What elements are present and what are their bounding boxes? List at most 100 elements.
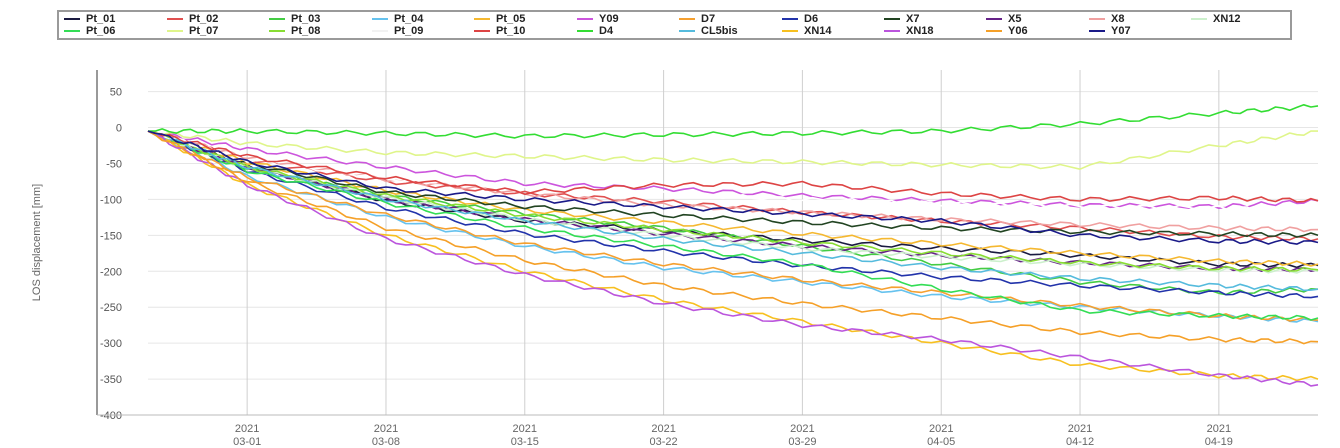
x-tick-date: 03-01: [233, 436, 261, 448]
y-tick-label: -50: [106, 158, 122, 170]
legend-item: Pt_04: [372, 13, 423, 25]
legend-label: X8: [1111, 13, 1125, 25]
legend-item: Pt_03: [269, 13, 320, 25]
legend-label: Pt_08: [291, 25, 321, 37]
y-tick-label: -400: [100, 410, 122, 422]
legend-label: Pt_10: [496, 25, 526, 37]
x-tick-year: 2021: [1068, 423, 1092, 435]
legend-swatch: [884, 30, 900, 32]
legend-item: Y06: [986, 25, 1028, 37]
series-line-pt_01: [147, 130, 1319, 269]
legend-label: Pt_03: [291, 13, 321, 25]
x-tick-year: 2021: [651, 423, 675, 435]
legend-item: X7: [884, 13, 919, 25]
legend-item: CL5bis: [679, 25, 738, 37]
x-tick-year: 2021: [790, 423, 814, 435]
legend-label: D7: [701, 13, 716, 25]
legend: Pt_01 Pt_02 Pt_03 Pt_04 Pt_05 Y09 D7 D6 X7 X5 X8 XN…: [57, 10, 1292, 40]
legend-swatch: [679, 30, 695, 32]
legend-label: XN14: [804, 25, 832, 37]
legend-label: X7: [906, 13, 920, 25]
series-line-pt_08: [147, 130, 1319, 272]
legend-swatch: [1089, 18, 1105, 20]
x-tick-date: 04-19: [1205, 436, 1233, 448]
legend-item: XN14: [782, 25, 832, 37]
y-tick-label: -250: [100, 302, 122, 314]
series-line-d7: [147, 130, 1319, 322]
legend-item: Pt_07: [167, 25, 218, 37]
legend-swatch: [679, 18, 695, 20]
x-tick-date: 04-12: [1066, 436, 1094, 448]
legend-swatch: [269, 30, 285, 32]
x-tick-year: 2021: [929, 423, 953, 435]
legend-label: Pt_02: [189, 13, 219, 25]
legend-item: Pt_06: [64, 25, 115, 37]
legend-item: D7: [679, 13, 715, 25]
y-tick-label: -350: [100, 374, 122, 386]
legend-swatch: [1191, 18, 1207, 20]
x-tick-date: 03-29: [788, 436, 816, 448]
legend-swatch: [577, 18, 593, 20]
legend-label: D4: [599, 25, 614, 37]
legend-swatch: [986, 30, 1002, 32]
series-line-d4: [148, 104, 1319, 139]
series-line-pt_03: [147, 130, 1319, 296]
series-line-x7: [147, 130, 1319, 238]
y-axis-label: LOS displacement [mm]: [31, 184, 43, 301]
legend-swatch: [884, 18, 900, 20]
legend-label: Y09: [599, 13, 619, 25]
x-tick-year: 2021: [235, 423, 259, 435]
legend-item: Pt_10: [474, 25, 525, 37]
series-line-y07: [147, 130, 1319, 245]
series-line-pt_05: [147, 130, 1319, 267]
legend-label: XN18: [906, 25, 934, 37]
x-tick-year: 2021: [374, 423, 398, 435]
series-line-pt_06: [147, 130, 1319, 321]
series-line-xn14: [147, 130, 1319, 382]
legend-swatch: [782, 18, 798, 20]
legend-swatch: [474, 18, 490, 20]
series-line-xn18: [147, 130, 1319, 387]
legend-swatch: [64, 30, 80, 32]
legend-label: XN12: [1213, 13, 1241, 25]
legend-label: Pt_07: [189, 25, 219, 37]
series-line-cl5bis: [147, 130, 1319, 292]
legend-item: D6: [782, 13, 818, 25]
y-tick-label: -150: [100, 230, 122, 242]
legend-item: XN18: [884, 25, 934, 37]
legend-swatch: [1089, 30, 1105, 32]
legend-label: Pt_01: [86, 13, 116, 25]
legend-swatch: [167, 30, 183, 32]
legend-item: Y09: [577, 13, 619, 25]
legend-item: XN12: [1191, 13, 1241, 25]
y-tick-label: -100: [100, 194, 122, 206]
legend-swatch: [64, 18, 80, 20]
x-tick-year: 2021: [1207, 423, 1231, 435]
legend-item: Pt_02: [167, 13, 218, 25]
legend-item: Pt_09: [372, 25, 423, 37]
x-tick-year: 2021: [513, 423, 537, 435]
legend-item: D4: [577, 25, 613, 37]
series-line-pt_04: [147, 130, 1319, 323]
legend-label: D6: [804, 13, 819, 25]
x-tick-date: 04-05: [927, 436, 955, 448]
legend-label: Pt_06: [86, 25, 116, 37]
legend-label: CL5bis: [701, 25, 738, 37]
legend-item: X5: [986, 13, 1021, 25]
series-line-d6: [147, 130, 1319, 299]
series-line-y09: [147, 130, 1319, 209]
legend-label: Y07: [1111, 25, 1131, 37]
y-tick-label: 0: [116, 123, 122, 135]
legend-item: Pt_08: [269, 25, 320, 37]
legend-swatch: [577, 30, 593, 32]
legend-swatch: [372, 30, 388, 32]
series-line-y06: [147, 130, 1319, 345]
legend-swatch: [474, 30, 490, 32]
x-tick-date: 03-15: [511, 436, 539, 448]
legend-item: Pt_01: [64, 13, 115, 25]
x-tick-date: 03-08: [372, 436, 400, 448]
legend-label: Pt_09: [394, 25, 424, 37]
series-line-x5: [147, 130, 1319, 273]
